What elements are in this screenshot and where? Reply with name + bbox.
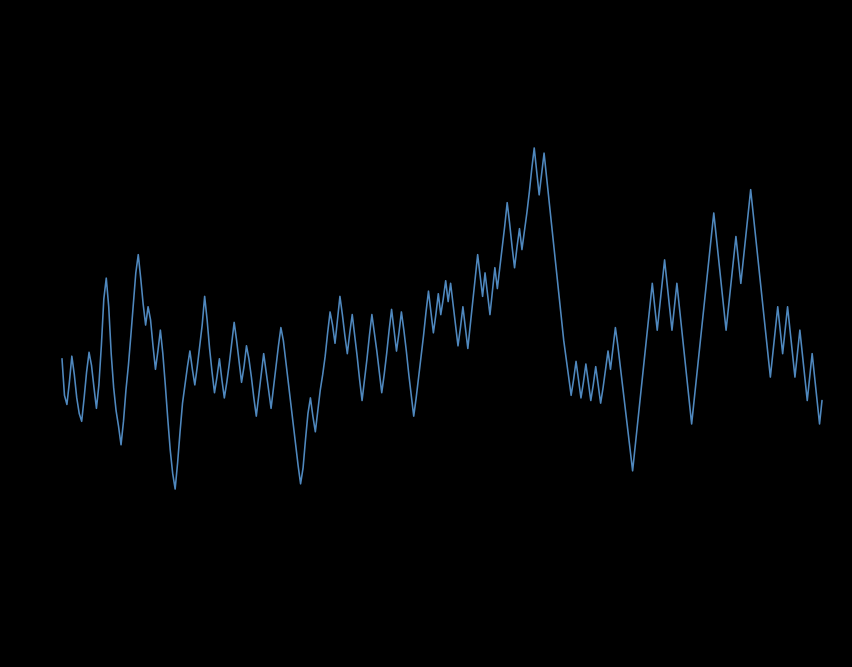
data-series-line (61, 147, 823, 490)
